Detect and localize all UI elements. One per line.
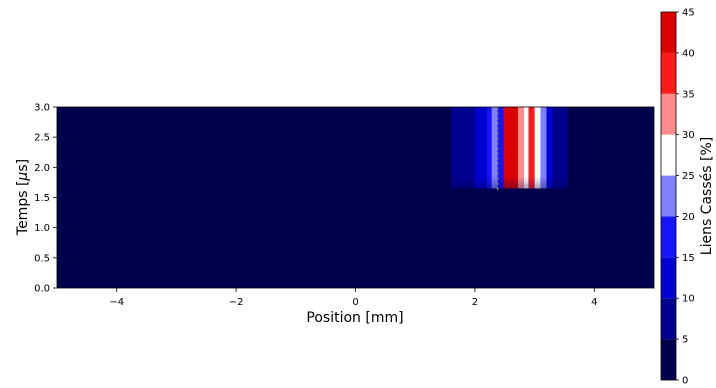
colorbar-tick-label: 20: [682, 212, 695, 223]
heatmap-cell-11: [523, 107, 529, 189]
x-axis: −4 −2 0 2 4: [109, 288, 597, 308]
x-tick-label: −2: [229, 297, 244, 308]
colorbar: 0 5 10 15 20 25 30 35 40 45: [660, 8, 695, 387]
plot-area: [56, 106, 655, 289]
heatmap-cell-0: [57, 107, 416, 189]
y-tick-label: 2.0: [34, 163, 50, 174]
colorbar-segment-6: [661, 93, 676, 135]
heatmap-cell-8: [497, 107, 504, 189]
colorbar-tick-label: 45: [682, 8, 695, 19]
heatmap-cell-2: [433, 107, 452, 189]
y-tick-label: 1.0: [34, 223, 50, 234]
colorbar-tick-label: 5: [682, 335, 688, 346]
x-tick-label: −4: [109, 297, 124, 308]
colorbar-segment-8: [661, 12, 676, 53]
colorbar-frame: [660, 11, 677, 381]
colorbar-segment-3: [661, 216, 676, 258]
y-axis-label: Temps [µs]: [15, 159, 31, 236]
colorbar-tick-label: 35: [682, 89, 695, 100]
heatmap-fade-band: [57, 176, 654, 210]
heatmap-cell-13: [534, 107, 541, 189]
heatmap-cell-16: [552, 107, 568, 189]
y-tick-label: 2.5: [34, 133, 50, 144]
colorbar-segment-1: [661, 298, 676, 340]
heatmap-cell-17: [567, 107, 583, 189]
heatmap-cells: [57, 107, 654, 210]
heatmap-cell-7: [491, 107, 498, 189]
y-tick-label: 0.0: [34, 284, 50, 295]
x-tick-label: 0: [352, 297, 358, 308]
colorbar-label: Liens Cassés [%]: [699, 137, 715, 255]
y-axis: 0.0 0.5 1.0 1.5 2.0 2.5 3.0: [34, 103, 57, 295]
colorbar-tick-label: 40: [682, 48, 695, 59]
heatmap-cell-1: [415, 107, 434, 189]
heatmap-cell-12: [528, 107, 535, 189]
y-tick-label: 0.5: [34, 253, 50, 264]
colorbar-segment-2: [661, 257, 676, 299]
x-tick-label: 2: [472, 297, 478, 308]
heatmap-cell-9: [503, 107, 518, 189]
heatmap-cell-5: [474, 107, 487, 189]
heatmap-cell-4: [462, 107, 475, 189]
heatmap-cell-3: [451, 107, 463, 189]
heatmap-cell-10: [517, 107, 524, 189]
x-axis-label: Position [mm]: [306, 310, 403, 326]
colorbar-tick-label: 25: [682, 171, 695, 182]
y-tick-label: 3.0: [34, 103, 50, 114]
colorbar-segment-5: [661, 134, 676, 176]
heatmap-cell-15: [546, 107, 553, 189]
colorbar-segment-4: [661, 175, 676, 217]
colorbar-segment-7: [661, 52, 676, 94]
colorbar-segment-0: [661, 339, 676, 380]
heatmap-cell-6: [486, 107, 492, 189]
heatmap-cell-14: [540, 107, 547, 189]
x-tick-label: 4: [591, 297, 597, 308]
colorbar-tick-label: 0: [682, 376, 688, 387]
colorbar-tick-label: 10: [682, 294, 695, 305]
colorbar-tick-label: 30: [682, 130, 695, 141]
y-tick-label: 1.5: [34, 193, 50, 204]
colorbar-tick-label: 15: [682, 253, 695, 264]
